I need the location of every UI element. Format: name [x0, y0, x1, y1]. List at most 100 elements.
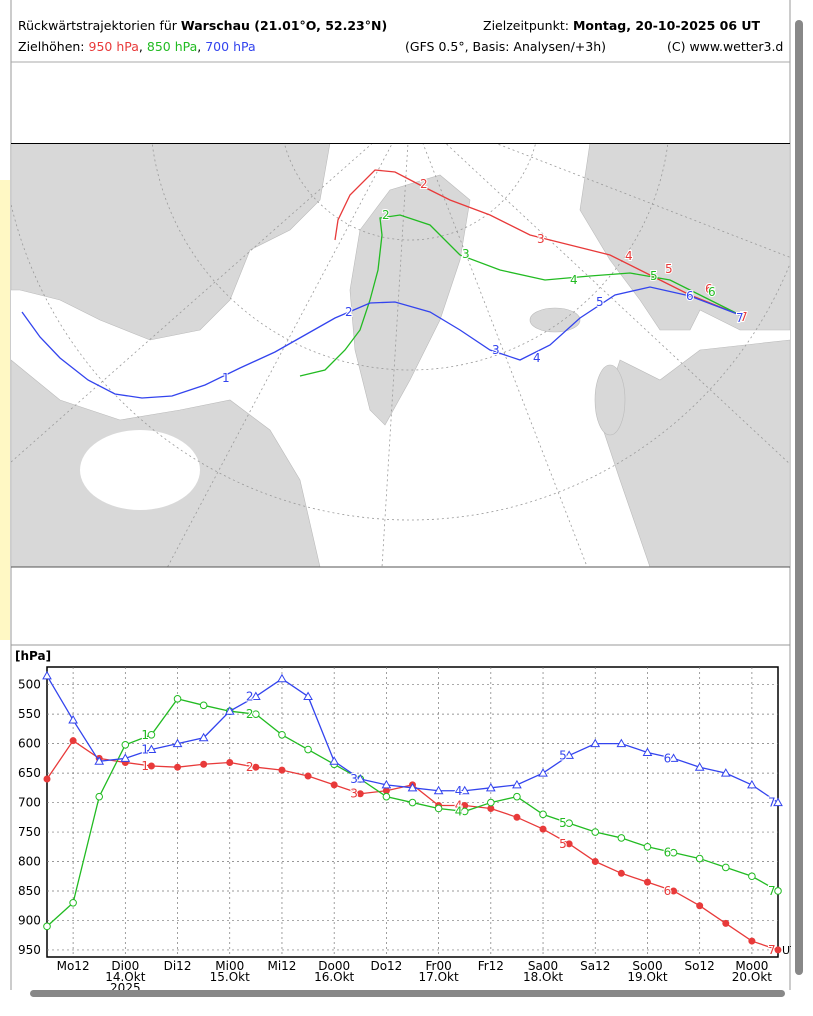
map-label: 6 — [686, 289, 694, 303]
point — [591, 828, 600, 836]
point — [69, 898, 77, 907]
x-tick-label: So12 — [685, 959, 715, 973]
point — [146, 744, 157, 754]
date-label: 18.Okt — [523, 970, 563, 984]
point — [224, 706, 235, 715]
x-tick-label: So00 — [632, 959, 662, 973]
date-label: 15.Okt — [210, 970, 250, 984]
x-tick-label: Sa00 — [528, 959, 558, 973]
point — [381, 779, 392, 789]
point — [513, 813, 521, 821]
map-label: 5 — [650, 269, 658, 283]
legend-entry: 950 hPa — [89, 39, 139, 54]
y-tick-label: 850 — [18, 884, 41, 898]
map-label: 4 — [570, 273, 578, 287]
curve-label: 3 — [350, 772, 358, 786]
point — [485, 782, 496, 792]
point — [774, 946, 782, 954]
x-tick-label: Di12 — [164, 959, 192, 973]
y-tick-label: 950 — [18, 943, 41, 957]
point — [252, 710, 260, 718]
point — [643, 878, 651, 886]
point — [590, 738, 601, 748]
point — [43, 922, 51, 931]
side-strip — [0, 180, 10, 640]
point — [774, 887, 782, 895]
curve-label: 4 — [455, 799, 463, 813]
point — [121, 741, 130, 749]
map-label: 6 — [705, 282, 713, 296]
point — [539, 810, 547, 819]
legend-entry: 700 hPa — [205, 39, 255, 54]
point — [434, 804, 443, 813]
point — [329, 756, 340, 765]
sep: , — [197, 39, 201, 54]
curve-label: 7 — [768, 884, 776, 898]
point — [43, 775, 51, 783]
y-tick-label: 800 — [18, 855, 41, 869]
plot-area — [46, 666, 779, 958]
curve-label: 3 — [350, 772, 358, 786]
date-label: 20.Okt — [732, 970, 772, 984]
point — [461, 802, 469, 810]
target-time: Montag, 20-10-2025 06 UT — [573, 18, 761, 33]
point — [408, 798, 417, 807]
curve-label: 7 — [768, 943, 776, 957]
curve-label: 4 — [455, 784, 463, 798]
point — [565, 840, 573, 848]
point — [199, 701, 208, 710]
levels: Zielhöhen: 950 hPa, 850 hPa, 700 hPa — [18, 39, 256, 54]
point — [382, 792, 391, 801]
point — [69, 737, 77, 745]
curve-label: 6 — [664, 884, 672, 898]
point — [250, 691, 261, 700]
curve-label: 5 — [559, 837, 567, 851]
x-tick-label: Fr00 — [425, 959, 451, 973]
x-tick-label: Sa12 — [580, 959, 610, 973]
curve-label: 4 — [455, 804, 463, 818]
map-trajectories — [21, 169, 741, 399]
point — [696, 902, 704, 910]
y-tick-label: 600 — [18, 737, 41, 751]
map-label: 1 — [222, 371, 230, 385]
curve-label: 3 — [350, 787, 358, 801]
point — [174, 763, 182, 771]
target: Zielzeitpunkt: Montag, 20-10-2025 06 UT — [483, 18, 761, 33]
vertical-scrollbar[interactable] — [795, 20, 803, 975]
horizontal-scrollbar[interactable] — [30, 990, 785, 997]
point — [407, 782, 418, 792]
point — [459, 785, 470, 795]
point — [617, 869, 625, 877]
point — [200, 760, 208, 768]
x-tick-label: Mo12 — [57, 959, 90, 973]
date-label: 16.Okt — [314, 970, 354, 984]
model-info: (GFS 0.5°, Basis: Analysen/+3h) — [405, 39, 606, 54]
map-label: 2 — [345, 305, 353, 319]
point — [120, 753, 131, 762]
curve-label: 1 — [141, 728, 149, 742]
curve-label: 1 — [141, 759, 149, 773]
point — [147, 762, 155, 770]
y-tick-label: 550 — [18, 707, 41, 721]
point — [617, 834, 626, 842]
point — [668, 753, 679, 762]
map-label: 2 — [382, 208, 390, 222]
point — [356, 790, 364, 798]
point — [616, 738, 627, 748]
curve-label: 2 — [246, 689, 254, 703]
title-place: Warschau (21.01°O, 52.23°N) — [181, 18, 387, 33]
curve-label: 5 — [559, 816, 567, 830]
point — [513, 792, 521, 801]
x-tick-label: Mi00 — [215, 959, 244, 973]
point — [355, 773, 366, 783]
time-unit: UT — [782, 944, 791, 957]
point — [147, 730, 156, 739]
point — [433, 785, 444, 795]
point — [695, 854, 704, 863]
map-label: 5 — [665, 262, 673, 276]
title: Rückwärtstrajektorien für Warschau (21.0… — [18, 18, 387, 33]
point — [669, 848, 678, 857]
year-label: 2025 — [110, 981, 141, 990]
copyright: (C) www.wetter3.d — [667, 39, 783, 54]
y-axis-label: [hPa] — [15, 649, 51, 663]
